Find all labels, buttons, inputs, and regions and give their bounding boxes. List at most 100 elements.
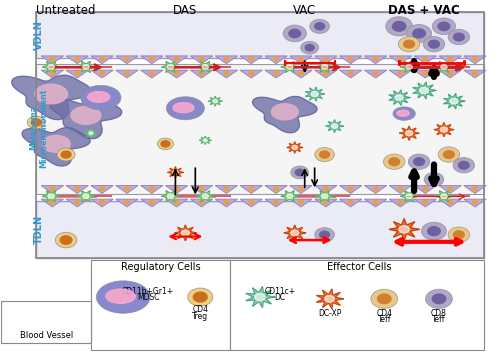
Polygon shape [50,98,122,139]
Polygon shape [166,186,188,194]
Circle shape [472,57,478,61]
Circle shape [298,71,304,75]
FancyBboxPatch shape [91,260,230,350]
Ellipse shape [106,289,136,303]
FancyBboxPatch shape [36,201,484,258]
Polygon shape [444,93,465,109]
Circle shape [399,226,409,233]
Circle shape [78,325,82,328]
Circle shape [373,71,378,75]
Polygon shape [246,286,275,308]
Polygon shape [162,191,180,202]
Circle shape [89,132,93,135]
Circle shape [78,314,82,318]
Polygon shape [215,70,238,78]
FancyBboxPatch shape [230,260,483,350]
Polygon shape [400,61,418,73]
Polygon shape [12,323,29,331]
Ellipse shape [289,29,300,38]
Ellipse shape [320,151,330,158]
Circle shape [38,314,42,318]
Circle shape [450,98,458,104]
Polygon shape [316,61,334,73]
Polygon shape [196,61,214,73]
Polygon shape [439,70,462,78]
Ellipse shape [392,22,406,31]
Ellipse shape [57,148,75,161]
Polygon shape [316,191,334,202]
Ellipse shape [448,227,469,242]
Polygon shape [116,186,138,194]
Polygon shape [435,191,453,202]
Circle shape [48,194,54,199]
Polygon shape [290,186,312,194]
Circle shape [406,65,412,69]
Text: VAC: VAC [293,4,316,17]
Polygon shape [66,186,88,194]
Polygon shape [414,70,436,78]
Circle shape [325,295,334,302]
Circle shape [373,201,378,204]
Circle shape [332,124,338,129]
Polygon shape [12,75,90,120]
Circle shape [58,325,62,328]
Text: DC-XP: DC-XP [318,309,341,318]
Circle shape [292,145,298,149]
Text: Regulatory Cells: Regulatory Cells [120,262,200,272]
Polygon shape [290,199,312,207]
Polygon shape [340,56,362,64]
Polygon shape [314,186,337,194]
Ellipse shape [438,147,460,162]
Polygon shape [190,199,212,207]
Polygon shape [287,142,302,153]
Circle shape [348,201,353,204]
Ellipse shape [305,45,314,51]
Ellipse shape [454,33,464,41]
Ellipse shape [448,29,469,45]
Circle shape [423,71,428,75]
Polygon shape [464,199,486,207]
Circle shape [373,187,378,190]
Polygon shape [66,199,88,207]
Ellipse shape [158,138,174,150]
Circle shape [398,201,403,204]
Circle shape [423,57,428,61]
Text: DAS: DAS [173,4,198,17]
Circle shape [124,57,130,61]
Circle shape [38,325,42,328]
Circle shape [75,187,80,190]
Polygon shape [190,56,212,64]
Polygon shape [435,61,453,73]
Ellipse shape [71,107,101,124]
Circle shape [75,201,80,204]
Text: Blood Vessel: Blood Vessel [20,331,73,340]
Polygon shape [414,56,436,64]
Polygon shape [168,167,184,178]
Polygon shape [190,70,212,78]
Polygon shape [389,199,411,207]
Ellipse shape [428,227,440,236]
Circle shape [82,194,89,199]
Polygon shape [316,289,344,309]
Circle shape [448,57,452,61]
Ellipse shape [384,154,405,169]
Ellipse shape [173,103,194,113]
Polygon shape [284,225,306,241]
Ellipse shape [389,158,400,165]
Polygon shape [439,199,462,207]
Circle shape [199,187,204,190]
Circle shape [100,71,104,75]
Polygon shape [464,70,486,78]
Circle shape [50,71,55,75]
Ellipse shape [454,231,464,239]
Polygon shape [116,199,138,207]
Circle shape [274,187,278,190]
Ellipse shape [166,97,204,120]
Circle shape [124,187,130,190]
Circle shape [224,187,229,190]
Circle shape [172,171,178,174]
Circle shape [440,65,447,69]
Polygon shape [91,70,114,78]
Text: TDLN: TDLN [34,215,43,244]
Circle shape [224,71,229,75]
